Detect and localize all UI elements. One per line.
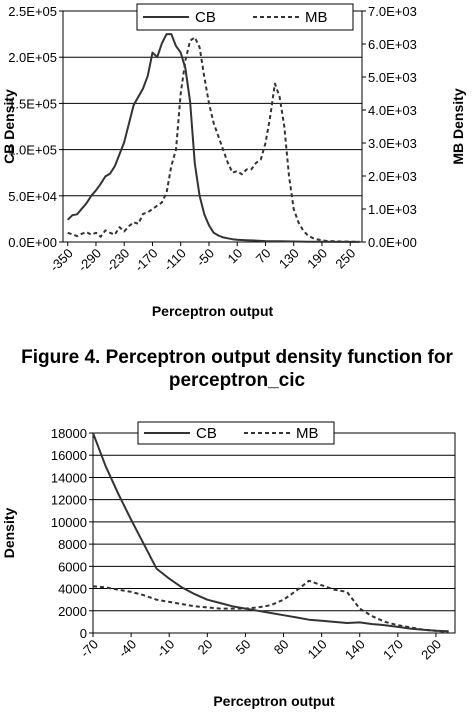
c1-y2-tick-label: 5.0E+03 <box>368 70 417 85</box>
figure-caption-line-2: perceptron_cic <box>168 370 306 391</box>
c1-series-cb-line <box>67 33 360 243</box>
chart1-left-axis-ticks: 0.0E+00 5.0E+04 1.0E+05 1.5E+05 2.0E+05 2.5E+… <box>8 4 63 250</box>
c1-y2-tick-label: 4.0E+03 <box>368 103 417 118</box>
chart1-series-layer <box>67 33 360 243</box>
figure-caption: Figure 4. Perceptron output density func… <box>0 346 474 392</box>
chart2-y-axis-title: Density <box>1 508 17 559</box>
chart1-plot-frame <box>62 10 363 243</box>
chart2-legend: CB MB <box>137 421 335 445</box>
c2-x-tick-label: 170 <box>380 637 406 663</box>
c1-y2-tick-label: 7.0E+03 <box>368 4 417 19</box>
c2-series-cb-line <box>92 432 449 633</box>
chart2-x-axis-ticks: -70 -40 -10 20 50 80 110 140 170 200 <box>77 633 444 662</box>
c2-y-tick-label: 12000 <box>51 493 87 508</box>
c2-y-tick-label: 16000 <box>51 448 87 463</box>
chart1-y2-axis-title: MB Density <box>450 88 466 164</box>
chart1-y-axis-title: CB Density <box>1 89 17 164</box>
c2-y-tick-label: 8000 <box>58 537 87 552</box>
c2-y-tick-label: 0 <box>80 626 87 641</box>
c1-y-tick-label: 1.5E+05 <box>8 96 57 111</box>
c1-y-tick-label: 2.0E+05 <box>8 50 57 65</box>
c1-x-tick-label: 10 <box>225 246 246 267</box>
c2-y-tick-label: 2000 <box>58 604 87 619</box>
chart2-y-axis-ticks: 0 2000 4000 6000 8000 10000 12000 14000 16000 180… <box>51 426 93 641</box>
c1-legend-label-cb: CB <box>195 9 216 26</box>
c2-x-tick-label: 200 <box>418 637 444 663</box>
c1-x-tick-label: 190 <box>304 246 330 272</box>
c1-legend-label-mb: MB <box>305 9 328 26</box>
chart1-gridlines <box>63 10 362 243</box>
c2-x-tick-label: 110 <box>304 637 329 662</box>
c2-y-tick-label: 4000 <box>58 582 87 597</box>
c1-x-tick-label: 70 <box>253 246 274 267</box>
c2-y-tick-label: 10000 <box>51 515 87 530</box>
chart2-x-axis-title: Perceptron output <box>213 693 335 709</box>
c1-y2-tick-label: 0.0E+00 <box>368 235 417 250</box>
chart-density: 0 2000 4000 6000 8000 10000 12000 14000 16000 180… <box>1 421 456 709</box>
c1-y-tick-label: 1.0E+05 <box>8 143 57 158</box>
c2-legend-label-cb: CB <box>196 425 217 442</box>
c2-legend-label-mb: MB <box>296 425 319 442</box>
c2-legend-box <box>137 421 335 445</box>
figure-caption-line-1: Figure 4. Perceptron output density func… <box>21 347 453 368</box>
c1-series-mb-line <box>67 36 360 243</box>
c2-x-tick-label: 50 <box>233 637 254 658</box>
c1-y-tick-label: 0.0E+00 <box>8 235 57 250</box>
c1-y2-tick-label: 6.0E+03 <box>368 37 417 52</box>
chart1-legend: CB MB <box>136 3 354 31</box>
chart1-x-axis-title: Perceptron output <box>152 303 274 319</box>
c2-x-tick-label: 20 <box>195 637 216 658</box>
chart1-x-axis-ticks: -350 -290 -230 -170 -110 -50 10 70 130 190 250 <box>47 242 358 275</box>
c1-y2-tick-label: 2.0E+03 <box>368 169 417 184</box>
c1-x-tick-label: -50 <box>193 246 217 270</box>
chart2-series-layer <box>92 432 449 633</box>
c1-x-tick-label: 250 <box>332 246 358 272</box>
c1-y2-tick-label: 3.0E+03 <box>368 136 417 151</box>
c1-x-tick-label: 130 <box>276 246 302 272</box>
c1-y2-tick-label: 1.0E+03 <box>368 202 417 217</box>
chart1-right-axis-ticks: 0.0E+00 1.0E+03 2.0E+03 3.0E+03 4.0E+03 5.0E+… <box>362 4 417 250</box>
c1-x-tick-label: -110 <box>161 246 189 274</box>
c1-x-tick-label: -170 <box>132 246 161 275</box>
c2-x-tick-label: -40 <box>115 637 139 661</box>
c2-x-tick-label: 80 <box>271 637 292 658</box>
c2-y-tick-label: 18000 <box>51 426 87 441</box>
c1-y-tick-label: 2.5E+05 <box>8 4 57 19</box>
c1-x-tick-label: -290 <box>75 246 104 275</box>
chart-cb-mb-density: 0.0E+00 5.0E+04 1.0E+05 1.5E+05 2.0E+05 2.5E+… <box>1 3 466 319</box>
c1-y-tick-label: 5.0E+04 <box>8 189 57 204</box>
c1-x-tick-label: -230 <box>103 246 132 275</box>
c2-x-tick-label: -10 <box>153 637 177 661</box>
c2-x-tick-label: 140 <box>342 637 368 663</box>
c2-y-tick-label: 14000 <box>51 470 87 485</box>
c2-y-tick-label: 6000 <box>58 559 87 574</box>
